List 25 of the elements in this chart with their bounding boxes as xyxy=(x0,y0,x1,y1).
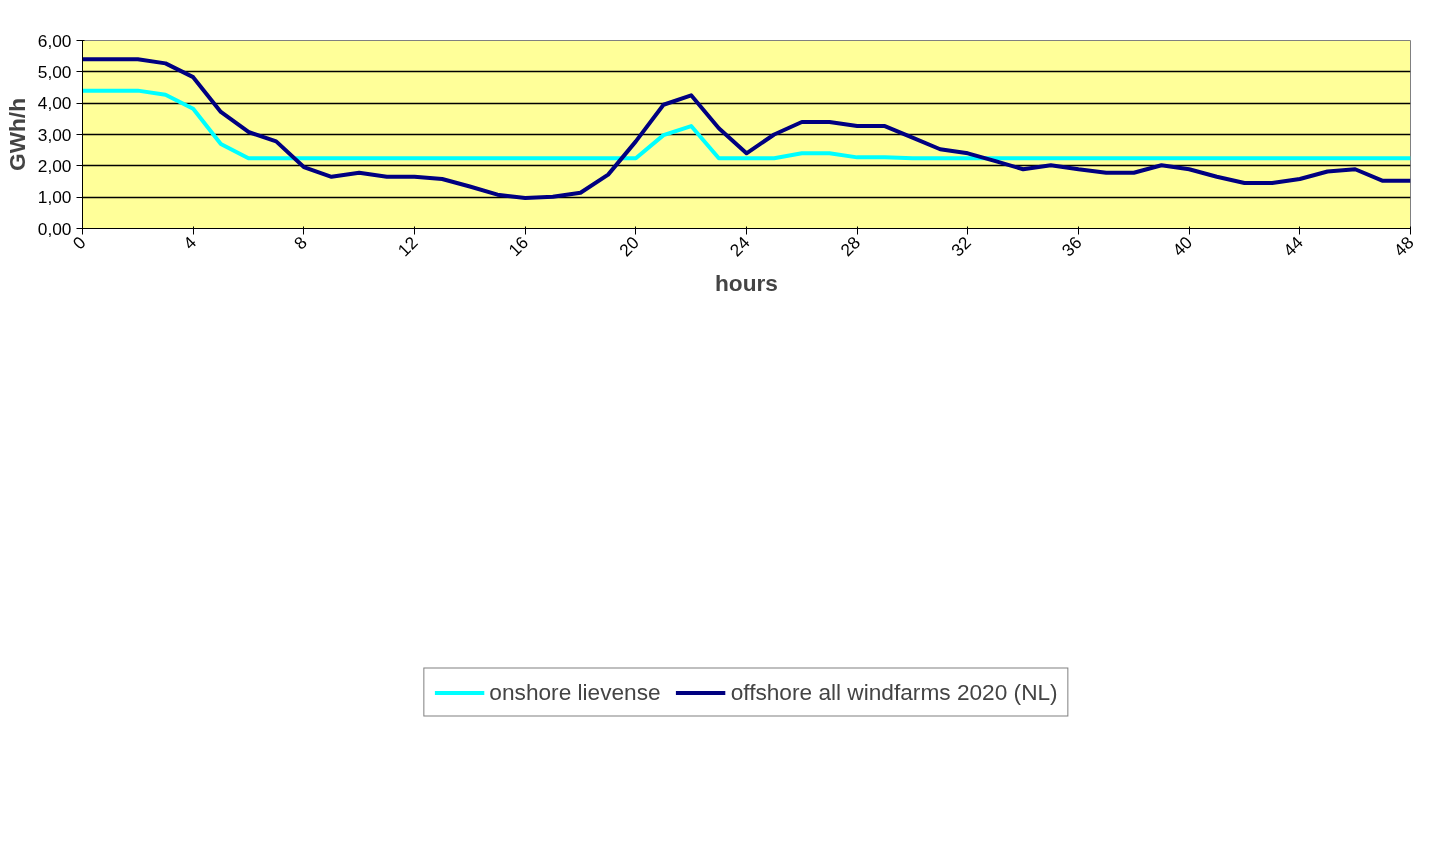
x-tick-label: 36 xyxy=(1057,232,1086,261)
x-tick-label: 4 xyxy=(179,232,201,254)
x-tick-label: 48 xyxy=(1389,232,1418,261)
x-tick-label: 8 xyxy=(289,232,311,254)
y-tick-label: 3,00 xyxy=(37,124,72,145)
x-tick-label: 12 xyxy=(393,232,422,261)
x-tick-label: 20 xyxy=(615,232,643,261)
x-tick-label: 40 xyxy=(1168,232,1197,261)
x-tick-label: 44 xyxy=(1279,232,1308,261)
y-tick-label: 6,00 xyxy=(37,30,72,51)
x-tick-label: 28 xyxy=(836,232,865,261)
x-tick-label: 24 xyxy=(725,232,754,261)
y-axis-title: GWh/h xyxy=(3,98,30,171)
x-axis-title: hours xyxy=(715,269,778,296)
y-tick-label: 4,00 xyxy=(37,93,72,114)
y-tick-label: 5,00 xyxy=(37,61,72,82)
y-tick-label: 2,00 xyxy=(37,155,72,176)
x-tick-label: 32 xyxy=(947,232,975,261)
y-tick-label: 0,00 xyxy=(37,218,72,239)
legend-label: onshore lievense xyxy=(489,678,661,706)
x-tick-label: 16 xyxy=(504,232,533,261)
line-series xyxy=(82,57,1411,201)
line-series xyxy=(82,88,1411,161)
y-tick-label: 1,00 xyxy=(37,187,72,208)
legend-label: offshore all windfarms 2020 (NL) xyxy=(730,678,1058,706)
